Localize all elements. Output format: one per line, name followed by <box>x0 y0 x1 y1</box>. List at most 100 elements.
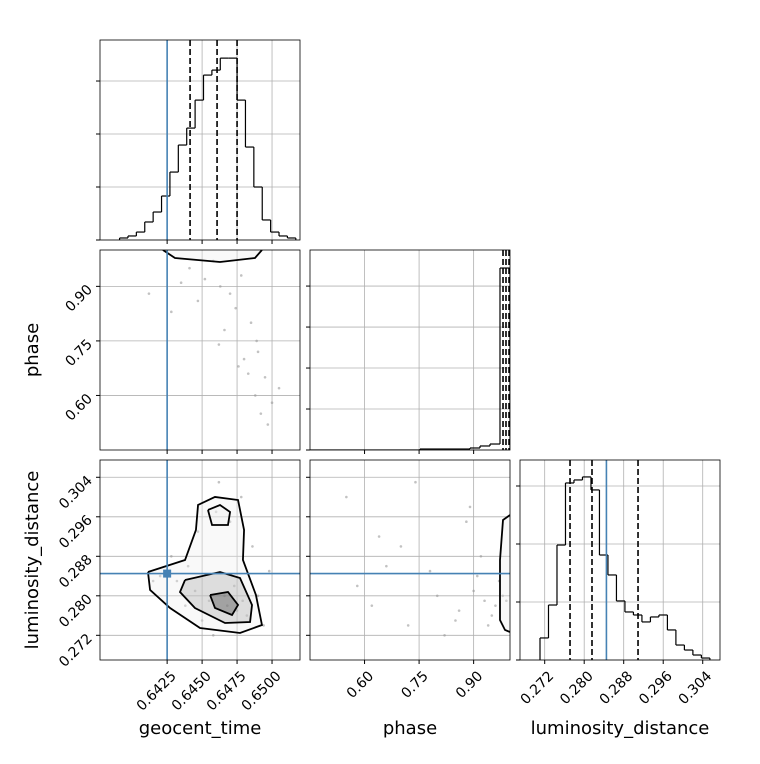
contour <box>162 250 263 263</box>
panel <box>310 250 510 450</box>
panel <box>147 250 281 450</box>
x-tick-label: 0.6500 <box>239 668 285 714</box>
sample-point <box>203 277 207 281</box>
sample-point <box>255 339 258 343</box>
x-tick-label: 0.304 <box>676 668 716 708</box>
sample-point <box>217 343 221 346</box>
sample-point <box>214 510 218 514</box>
sample-point <box>270 401 274 405</box>
sample-point <box>241 599 244 603</box>
y-tick-label: 0.304 <box>56 473 96 513</box>
sample-point <box>158 574 162 578</box>
panel-frame <box>519 459 721 661</box>
y-tick-label: 0.288 <box>56 552 96 592</box>
sample-point <box>443 634 446 637</box>
sample-point <box>501 594 505 598</box>
sample-point <box>345 495 348 499</box>
sample-point <box>147 292 151 295</box>
sample-point <box>457 609 461 612</box>
y-tick-label: 0.90 <box>62 282 95 315</box>
sample-point <box>479 554 483 558</box>
sample-point <box>239 495 243 499</box>
sample-point <box>414 480 417 484</box>
sample-point <box>179 281 183 285</box>
sample-point <box>256 594 260 598</box>
sample-point <box>151 579 155 583</box>
x-tick-label: 0.288 <box>597 668 637 708</box>
sample-point <box>377 535 381 538</box>
panel-frame <box>309 459 511 661</box>
x-tick-label: 0.90 <box>453 668 486 701</box>
sample-point <box>186 564 190 568</box>
x-axis-label: phase <box>383 718 437 739</box>
panel <box>310 480 510 637</box>
sample-point <box>223 594 226 598</box>
truth-marker <box>163 569 172 578</box>
sample-point <box>505 599 508 603</box>
y-tick-label: 0.296 <box>56 512 96 552</box>
sample-point <box>263 375 267 379</box>
sample-point <box>428 569 432 573</box>
sample-point <box>490 614 494 617</box>
sample-point <box>465 520 468 524</box>
sample-point <box>355 584 359 588</box>
sample-point <box>234 306 237 310</box>
sample-point <box>207 599 211 603</box>
y-axis-label: luminosity_distance <box>22 471 43 650</box>
sample-point <box>468 505 472 509</box>
sample-point <box>217 480 221 484</box>
sample-point <box>242 357 246 361</box>
sample-point <box>475 574 479 578</box>
sample-point <box>246 372 250 375</box>
sample-point <box>188 266 191 270</box>
sample-point <box>225 604 229 607</box>
sample-point <box>435 594 439 598</box>
sample-point <box>266 423 270 426</box>
panel <box>539 460 711 660</box>
y-axis-label: phase <box>22 323 43 377</box>
sample-point <box>253 394 257 397</box>
sample-point <box>262 624 265 627</box>
x-axis-label: geocent_time <box>139 718 262 739</box>
contour <box>207 503 232 526</box>
sample-point <box>494 604 497 607</box>
sample-point <box>251 545 254 548</box>
contour <box>209 591 240 617</box>
y-tick-label: 0.280 <box>56 591 96 631</box>
sample-point <box>196 530 200 533</box>
sample-point <box>223 328 226 332</box>
sample-point <box>486 624 490 627</box>
y-tick-label: 0.60 <box>62 391 95 424</box>
y-tick-label: 0.75 <box>62 336 95 369</box>
panel-frame <box>99 249 301 451</box>
sample-point <box>472 589 475 593</box>
sample-point <box>200 619 204 622</box>
sample-point <box>406 624 410 627</box>
x-tick-label: 0.296 <box>636 668 676 708</box>
sample-point <box>228 292 232 295</box>
sample-point <box>483 599 486 603</box>
panel <box>118 40 297 240</box>
sample-point <box>454 619 457 622</box>
sample-point <box>277 386 281 390</box>
sample-point <box>237 365 240 368</box>
sample-point <box>256 350 260 354</box>
x-axis-label: luminosity_distance <box>531 718 710 739</box>
sample-point <box>399 545 403 548</box>
y-tick-label: 0.272 <box>56 631 96 671</box>
sample-point <box>184 604 187 607</box>
sample-point <box>175 579 179 583</box>
sample-point <box>239 274 243 277</box>
x-tick-label: 0.272 <box>518 668 558 708</box>
x-tick-label: 0.280 <box>557 668 597 708</box>
panel <box>100 460 300 660</box>
sample-point <box>211 634 215 637</box>
sample-point <box>196 299 200 303</box>
x-tick-label: 0.60 <box>344 668 377 701</box>
sample-point <box>218 285 222 288</box>
sample-point <box>245 614 249 617</box>
panel-frame <box>99 459 301 661</box>
sample-point <box>259 412 263 415</box>
sample-point <box>235 609 239 612</box>
